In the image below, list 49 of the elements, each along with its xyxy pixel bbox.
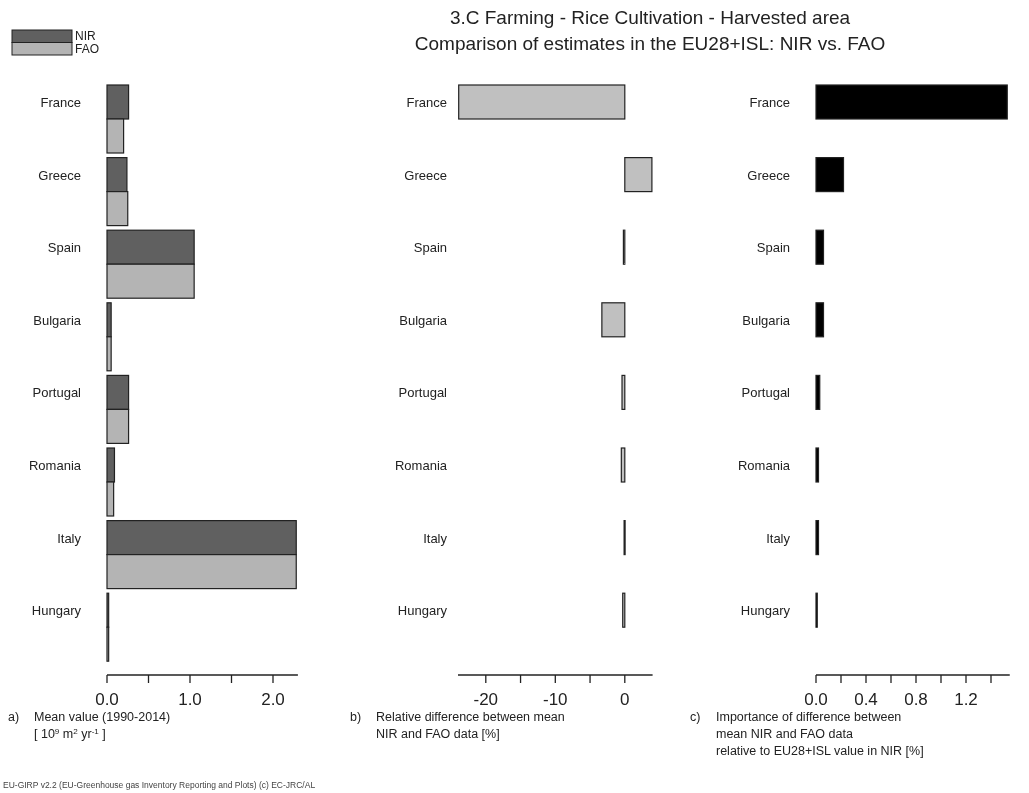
y-tick-label: France bbox=[749, 95, 790, 110]
x-tick-label: 0.8 bbox=[904, 690, 928, 709]
chart-subtitle: Comparison of estimates in the EU28+ISL: NIR vs. FAO bbox=[414, 33, 886, 54]
bar bbox=[815, 157, 845, 193]
bar bbox=[815, 374, 821, 410]
bar bbox=[815, 520, 820, 556]
legend-label: FAO bbox=[75, 41, 100, 56]
x-tick-label: 0.4 bbox=[854, 690, 878, 709]
y-tick-label: Portugal bbox=[32, 385, 82, 401]
y-tick-label: France bbox=[40, 95, 81, 110]
text: c) Importance of difference between mean NIR and FAO data relative to EU28+ISL value in NIR [%] bbox=[690, 710, 924, 758]
y-tick-label: Spain bbox=[413, 240, 447, 256]
text: a) Mean value (1990-2014) [ 10$^{9}$ m$^{2}$ yr$^{-1}$ ] bbox=[8, 710, 171, 741]
y-tick-label: Portugal bbox=[741, 385, 791, 401]
chart-title: 3.C Farming - Rice Cultivation - Harvested area bbox=[449, 7, 851, 28]
y-tick-label: Italy bbox=[766, 530, 791, 546]
y-tick-label: Italy bbox=[57, 530, 82, 546]
x-tick-label: 1.0 bbox=[178, 690, 202, 709]
x-tick-label: 0 bbox=[620, 690, 630, 709]
x-axis-title: b) Relative difference between mean NIR and FAO data [%] bbox=[350, 710, 565, 741]
x-tick-label: 0.0 bbox=[804, 690, 828, 709]
bar bbox=[815, 229, 825, 265]
y-tick-label: Greece bbox=[38, 167, 81, 183]
y-tick-label: Spain bbox=[756, 240, 790, 256]
x-tick-label: 2.0 bbox=[261, 690, 285, 709]
bar bbox=[815, 84, 1008, 120]
y-tick-label: Hungary bbox=[31, 603, 82, 619]
y-tick-label: Spain bbox=[47, 240, 81, 256]
y-tick-label: Romania bbox=[737, 458, 791, 473]
y-tick-label: Hungary bbox=[397, 603, 448, 619]
y-tick-label: Bulgaria bbox=[399, 312, 448, 328]
y-tick-label: Greece bbox=[747, 167, 790, 183]
x-tick-label: -20 bbox=[473, 690, 499, 709]
bar bbox=[815, 447, 820, 483]
y-tick-label: Hungary bbox=[740, 603, 791, 619]
text: EU-GIRP v2.2 (EU-Greenhouse gas Inventory Reporting and Plots) (c) EC-JRC/AL bbox=[3, 780, 316, 790]
y-tick-label: France bbox=[406, 95, 447, 110]
y-tick-label: Portugal bbox=[398, 385, 448, 401]
y-tick-label: Italy bbox=[423, 530, 448, 546]
x-tick-label: -10 bbox=[543, 690, 568, 709]
x-tick-label: 1.2 bbox=[954, 690, 978, 709]
y-tick-label: Bulgaria bbox=[742, 312, 791, 328]
bar bbox=[815, 302, 825, 338]
y-tick-label: Bulgaria bbox=[33, 312, 82, 328]
x-tick-label: 0.0 bbox=[95, 690, 119, 709]
legend-label: NIR bbox=[75, 29, 96, 43]
y-tick-label: Greece bbox=[404, 167, 447, 183]
y-tick-label: Romania bbox=[394, 458, 448, 473]
y-tick-label: Romania bbox=[28, 458, 82, 473]
